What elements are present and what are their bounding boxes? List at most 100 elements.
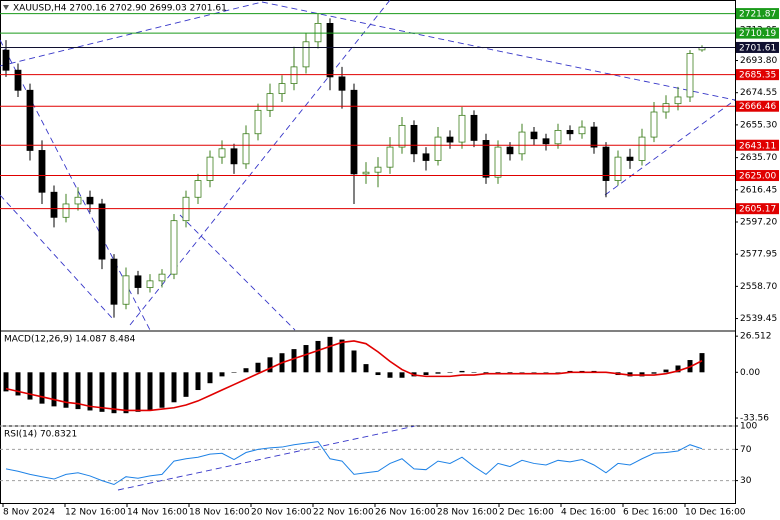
candle-body bbox=[650, 111, 658, 138]
price-level-label: 2721.87 bbox=[739, 10, 776, 20]
x-tick-label: 2 Dec 16:00 bbox=[499, 508, 554, 518]
y-tick-label: 2558.70 bbox=[740, 282, 777, 292]
chart-layer: 2712.052693.802674.552655.302635.702616.… bbox=[0, 4, 779, 518]
candle-body bbox=[134, 275, 142, 288]
candle-body bbox=[578, 126, 586, 135]
panel-title: RSI(14) 70.8321 bbox=[4, 430, 77, 440]
candle-body bbox=[410, 124, 418, 155]
candle-body bbox=[398, 124, 406, 148]
macd-bar bbox=[195, 372, 201, 391]
macd-bar bbox=[135, 372, 141, 412]
x-tick-label: 20 Nov 16:00 bbox=[251, 508, 312, 518]
candle-body bbox=[374, 166, 382, 173]
price-level-label: 2685.35 bbox=[739, 71, 776, 81]
x-tick-label: 22 Nov 16:00 bbox=[313, 508, 374, 518]
candle-body bbox=[170, 220, 178, 275]
macd-bar bbox=[399, 372, 405, 378]
y-tick-label: 26.512 bbox=[740, 332, 772, 342]
y-tick-label: 2539.45 bbox=[740, 314, 777, 324]
macd-bar bbox=[3, 372, 9, 392]
macd-bar bbox=[471, 372, 477, 373]
macd-bar bbox=[651, 372, 657, 374]
macd-bar bbox=[435, 372, 441, 374]
macd-bar bbox=[315, 340, 321, 373]
macd-bar bbox=[339, 339, 345, 373]
price-level-label: 2666.46 bbox=[739, 102, 776, 112]
y-tick-label: 2693.80 bbox=[740, 56, 777, 66]
candle-body bbox=[50, 191, 58, 218]
trendline bbox=[0, 1, 263, 67]
x-tick-label: 28 Nov 16:00 bbox=[437, 508, 498, 518]
panel-title: MACD(12,26,9) 14.087 8.484 bbox=[4, 335, 136, 345]
candle-body bbox=[158, 273, 166, 282]
candle-body bbox=[638, 136, 646, 161]
candle-body bbox=[86, 196, 94, 205]
macd-bar bbox=[555, 372, 561, 373]
macd-bar bbox=[303, 345, 309, 373]
candle-body bbox=[386, 146, 394, 168]
price-level-label-bg bbox=[736, 170, 779, 182]
price-level-label-bg bbox=[736, 139, 779, 151]
candle-body bbox=[686, 53, 694, 98]
candle-body bbox=[26, 89, 34, 151]
y-tick-label: 2616.45 bbox=[740, 185, 777, 195]
macd-bar bbox=[363, 364, 369, 373]
symbol-icon bbox=[3, 5, 9, 10]
price-level-label: 2605.17 bbox=[739, 205, 776, 215]
y-tick-label: 100 bbox=[740, 422, 757, 432]
price-level-label: 2643.11 bbox=[739, 141, 776, 151]
macd-bar bbox=[75, 372, 81, 410]
macd-bar bbox=[27, 372, 33, 400]
y-tick-label: -33.56 bbox=[740, 414, 769, 424]
y-tick-label: 0.00 bbox=[740, 368, 760, 378]
macd-bar bbox=[387, 372, 393, 378]
macd-bar bbox=[459, 370, 465, 373]
macd-bar bbox=[699, 353, 705, 373]
candle-body bbox=[14, 69, 22, 91]
candle-body bbox=[530, 131, 538, 140]
candle-body bbox=[542, 138, 550, 145]
candle-body bbox=[242, 133, 250, 165]
candle-body bbox=[194, 180, 202, 198]
y-tick-label: 2635.70 bbox=[740, 153, 777, 163]
candle-body bbox=[338, 76, 346, 91]
macd-bar bbox=[231, 372, 237, 373]
macd-bar bbox=[99, 372, 105, 412]
candle-body bbox=[674, 96, 682, 105]
price-level-label-bg bbox=[736, 27, 779, 39]
macd-bar bbox=[171, 372, 177, 403]
macd-bar bbox=[447, 372, 453, 373]
candle-body bbox=[122, 275, 130, 305]
candle-body bbox=[98, 203, 106, 260]
y-tick-label: 2674.55 bbox=[740, 88, 777, 98]
price-level-label-bg bbox=[736, 8, 779, 20]
panel-title: XAUUSD,H4 2700.16 2702.90 2699.03 2701.6… bbox=[13, 4, 227, 14]
macd-bar bbox=[351, 350, 357, 373]
price-level-label-bg bbox=[736, 69, 779, 81]
macd-bar bbox=[15, 372, 21, 396]
trendlines bbox=[0, 0, 736, 491]
macd-bar bbox=[267, 357, 273, 373]
candle-body bbox=[554, 129, 562, 145]
x-tick-label: 10 Dec 16:00 bbox=[685, 508, 746, 518]
macd-bar bbox=[531, 372, 537, 373]
candle-body bbox=[230, 148, 238, 165]
macd-bar bbox=[543, 372, 549, 373]
x-tick-label: 14 Nov 16:00 bbox=[127, 508, 188, 518]
macd-bar bbox=[159, 372, 165, 408]
candle-body bbox=[506, 146, 514, 155]
macd-bar bbox=[123, 372, 129, 414]
price-level-label-bg bbox=[736, 41, 779, 53]
macd-signal bbox=[5, 340, 703, 412]
macd-bar bbox=[87, 372, 93, 411]
x-tick-label: 6 Dec 16:00 bbox=[623, 508, 678, 518]
macd-bar bbox=[219, 372, 225, 377]
candle-body bbox=[110, 258, 118, 305]
candle-body bbox=[326, 23, 334, 78]
macd-bar bbox=[63, 372, 69, 408]
trendline bbox=[604, 99, 736, 196]
x-tick-label: 26 Nov 16:00 bbox=[375, 508, 436, 518]
candle-body bbox=[362, 171, 370, 175]
candle-body bbox=[518, 131, 526, 155]
